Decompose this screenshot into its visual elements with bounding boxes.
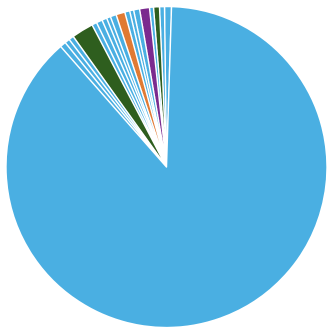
pie-slice-19: [5, 5, 327, 328]
pie-slices: [5, 5, 327, 328]
